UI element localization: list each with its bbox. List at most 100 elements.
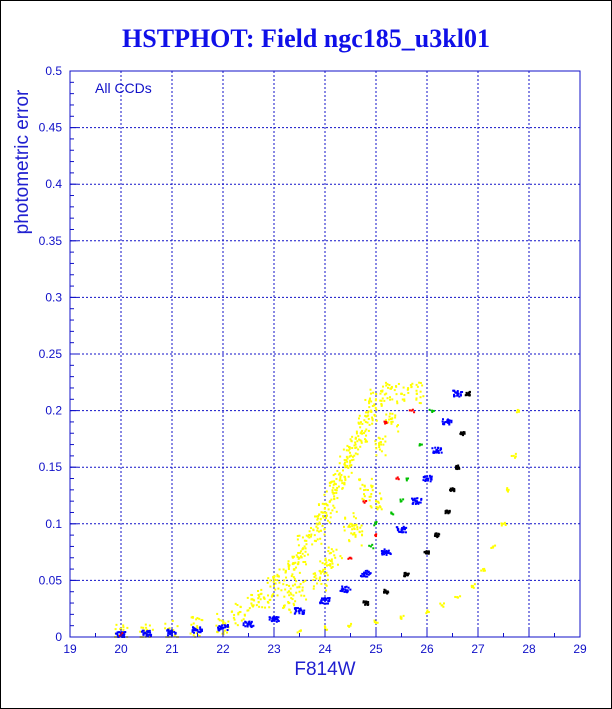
data-point <box>320 601 323 604</box>
data-point <box>298 534 301 537</box>
data-point <box>296 607 299 610</box>
data-point <box>249 623 252 626</box>
data-point <box>312 585 315 588</box>
data-point <box>419 443 422 446</box>
data-point <box>403 527 406 530</box>
data-point <box>389 412 392 415</box>
data-point <box>415 392 418 395</box>
data-point <box>267 577 270 580</box>
data-point <box>454 391 457 394</box>
data-point <box>298 612 301 615</box>
data-point <box>375 520 378 523</box>
data-point <box>439 447 442 450</box>
data-point <box>323 572 326 575</box>
data-point <box>339 589 342 592</box>
data-point <box>426 609 429 612</box>
data-point <box>291 563 294 566</box>
data-point <box>465 391 468 394</box>
data-point <box>199 630 202 633</box>
data-point <box>300 609 303 612</box>
data-point <box>327 597 330 600</box>
data-point <box>144 623 147 626</box>
data-points <box>114 381 520 638</box>
data-point <box>426 475 429 478</box>
data-point <box>365 415 368 418</box>
data-point <box>319 560 322 563</box>
data-point <box>423 551 426 554</box>
data-point <box>275 616 278 619</box>
data-point <box>390 512 393 515</box>
data-point <box>386 592 389 595</box>
data-point <box>274 588 277 591</box>
data-point <box>361 432 364 435</box>
data-point <box>363 495 366 498</box>
x-tick-label: 24 <box>318 642 332 656</box>
data-point <box>370 400 373 403</box>
data-point <box>418 401 421 404</box>
data-point <box>301 552 304 555</box>
data-point <box>282 568 285 571</box>
data-point <box>378 442 381 445</box>
data-point <box>293 577 296 580</box>
data-point <box>312 529 315 532</box>
data-point <box>446 421 449 424</box>
data-point <box>370 484 373 487</box>
data-point <box>324 568 326 571</box>
data-point <box>360 524 363 527</box>
data-point <box>358 531 361 534</box>
data-point <box>293 604 296 607</box>
y-tick-label: 0.15 <box>39 460 63 474</box>
data-point <box>226 629 229 632</box>
data-point <box>294 611 297 614</box>
data-point <box>324 597 327 600</box>
data-point <box>249 622 252 625</box>
data-point <box>327 546 330 549</box>
data-point <box>448 510 451 513</box>
data-point <box>325 597 328 600</box>
data-point <box>516 408 519 411</box>
data-point <box>233 618 236 621</box>
data-point <box>290 593 293 596</box>
data-point <box>284 569 287 572</box>
data-point <box>360 440 363 443</box>
data-point <box>416 497 419 500</box>
data-point <box>480 569 483 572</box>
data-point <box>468 390 471 393</box>
data-point <box>383 588 386 591</box>
data-point <box>273 616 276 619</box>
data-point <box>462 431 465 434</box>
data-point <box>240 619 243 622</box>
data-point <box>437 451 440 454</box>
data-point <box>270 595 273 598</box>
data-point <box>375 500 378 503</box>
data-point <box>258 595 261 598</box>
data-point <box>323 625 326 628</box>
data-point <box>354 437 357 440</box>
data-point <box>362 575 365 578</box>
data-point <box>447 510 450 513</box>
data-point <box>250 602 253 605</box>
data-point <box>339 555 342 558</box>
data-point <box>363 501 366 504</box>
data-point <box>296 555 299 558</box>
data-point <box>321 562 324 565</box>
data-point <box>425 612 428 615</box>
data-point <box>242 618 245 621</box>
data-point <box>296 563 299 566</box>
x-tick-label: 21 <box>165 642 179 656</box>
data-point <box>384 435 387 438</box>
data-point <box>250 598 253 601</box>
data-point <box>344 517 347 520</box>
data-point <box>415 389 418 392</box>
data-point <box>367 601 370 604</box>
data-point <box>483 569 486 572</box>
data-point <box>221 624 224 627</box>
data-point <box>242 622 245 625</box>
data-point <box>349 438 352 441</box>
data-point <box>384 552 387 555</box>
data-point <box>276 594 279 597</box>
data-point <box>445 510 448 513</box>
data-point <box>271 617 274 620</box>
data-point <box>350 532 353 535</box>
data-point <box>454 595 457 598</box>
